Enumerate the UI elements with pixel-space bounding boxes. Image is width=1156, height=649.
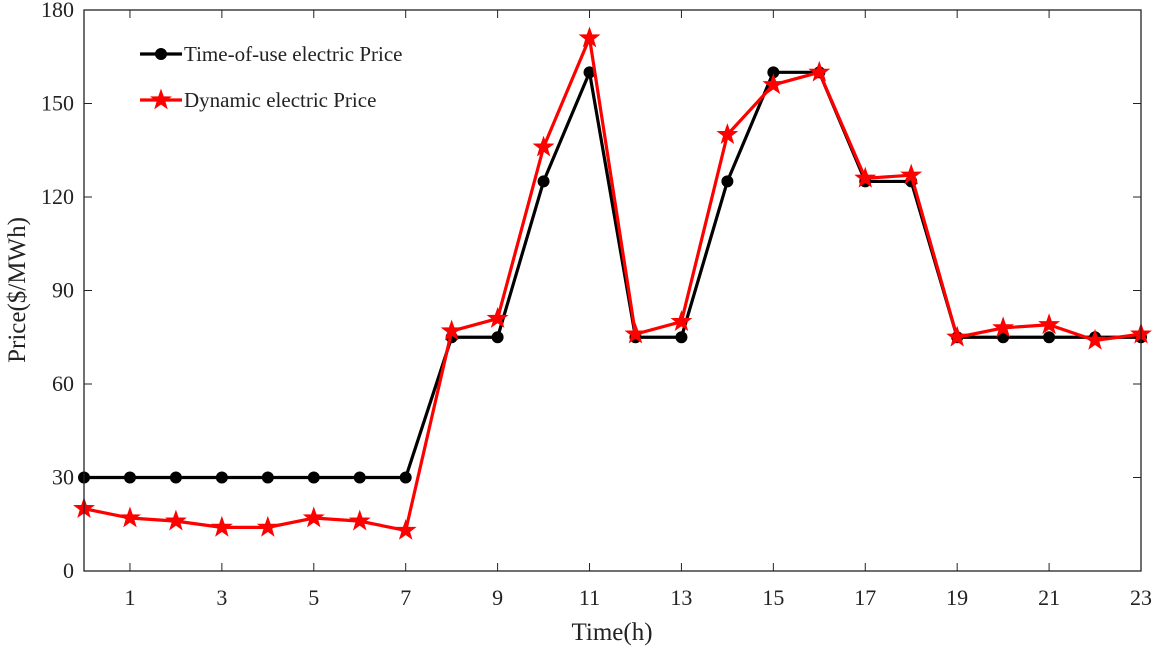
x-tick-label: 21 [1038, 585, 1060, 610]
data-point [123, 471, 136, 484]
legend-label: Dynamic electric Price [184, 88, 376, 112]
y-tick-label: 30 [52, 465, 74, 490]
x-tick-label: 11 [579, 585, 600, 610]
data-point [537, 175, 550, 188]
y-tick-label: 150 [41, 91, 74, 116]
y-tick-label: 0 [63, 558, 74, 583]
data-point [624, 322, 647, 344]
legend: Time-of-use electric Price Dynamic electr… [140, 42, 402, 112]
data-point [440, 319, 463, 341]
data-point [261, 471, 274, 484]
x-tick-label: 3 [216, 585, 227, 610]
data-point [762, 73, 785, 95]
data-point [215, 471, 228, 484]
data-point [164, 509, 187, 531]
x-tick-label: 23 [1130, 585, 1152, 610]
legend-label: Time-of-use electric Price [184, 42, 402, 66]
data-point [578, 26, 601, 48]
data-point [716, 123, 739, 144]
data-point [675, 331, 688, 344]
data-point [1038, 313, 1061, 335]
data-point [486, 307, 509, 328]
data-point [854, 166, 877, 188]
data-point [169, 471, 182, 484]
data-point [1084, 328, 1106, 350]
x-tick-label: 7 [400, 585, 411, 610]
data-point [532, 135, 555, 157]
data-point [1043, 331, 1056, 344]
x-tick-label: 1 [124, 585, 135, 610]
data-point [491, 331, 504, 344]
legend-marker [155, 48, 167, 60]
data-point [348, 509, 371, 531]
data-point [119, 506, 141, 528]
data-point [394, 518, 417, 540]
data-point [670, 310, 693, 331]
data-point [307, 471, 320, 484]
data-point [353, 471, 366, 484]
data-point [399, 471, 412, 484]
x-tick-label: 9 [492, 585, 503, 610]
data-point [900, 163, 923, 185]
x-tick-label: 15 [762, 585, 784, 610]
data-point [808, 60, 831, 82]
y-tick-label: 60 [52, 371, 74, 396]
y-tick-label: 90 [52, 278, 74, 303]
series-2 [73, 26, 1152, 540]
x-tick-label: 17 [854, 585, 876, 610]
legend-marker [150, 88, 172, 110]
x-tick-label: 13 [670, 585, 692, 610]
data-point [721, 175, 734, 188]
y-axis-title: Price($/MWh) [4, 217, 31, 363]
data-point [256, 515, 279, 537]
data-point [946, 325, 969, 347]
x-axis-title: Time(h) [571, 619, 652, 646]
y-tick-label: 180 [41, 0, 74, 22]
y-tick-label: 120 [41, 184, 74, 209]
plot-frame [83, 9, 1142, 572]
x-tick-label: 5 [308, 585, 319, 610]
data-point [210, 515, 233, 537]
x-tick-label: 19 [946, 585, 968, 610]
data-point [302, 506, 325, 528]
data-point [992, 316, 1015, 338]
